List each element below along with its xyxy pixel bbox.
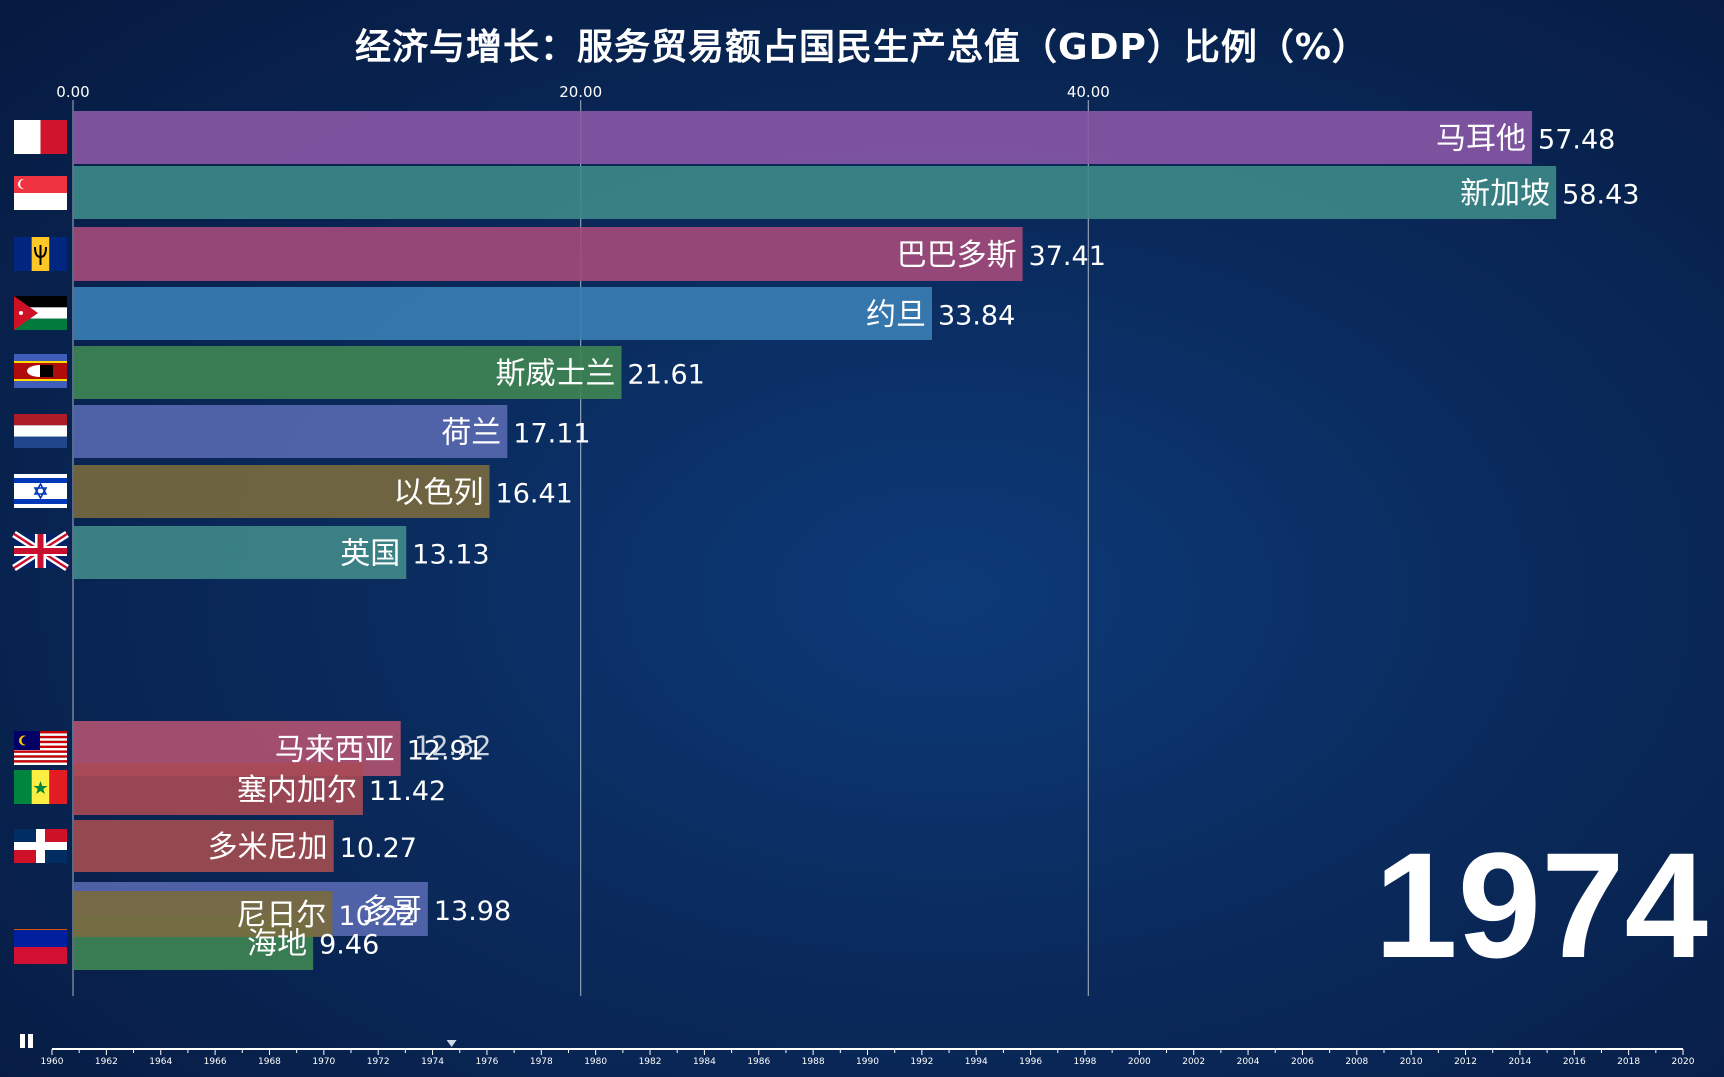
- timeline-year-label: 2018: [1617, 1057, 1640, 1067]
- malaysia-flag: [14, 731, 67, 765]
- timeline-year-label: 1994: [965, 1057, 988, 1067]
- bar-label: 以色列: [394, 476, 484, 511]
- flags-layer: [12, 120, 69, 964]
- value-label: 12.91: [407, 736, 484, 767]
- timeline-year-label: 1976: [475, 1057, 498, 1067]
- bar: [73, 346, 622, 399]
- value-label: 33.84: [938, 301, 1015, 332]
- bar-label: 海地: [247, 927, 307, 962]
- value-label: 37.41: [1029, 241, 1106, 272]
- timeline-year-label: 1980: [584, 1057, 607, 1067]
- bar-label: 约旦: [866, 298, 926, 333]
- value-label: 57.48: [1538, 125, 1615, 156]
- eswatini-flag: [14, 354, 67, 388]
- timeline-year-label: 2014: [1508, 1057, 1531, 1067]
- senegal-flag: [14, 770, 67, 804]
- timeline-year-label: 2008: [1345, 1057, 1368, 1067]
- timeline-year-label: 1984: [693, 1057, 716, 1067]
- israel-flag: [14, 474, 67, 508]
- bar-label: 马来西亚: [275, 733, 395, 768]
- bar-label: 马耳他: [1436, 122, 1526, 157]
- timeline-year-label: 1966: [204, 1057, 227, 1067]
- value-label: 12.32: [414, 731, 491, 762]
- netherlands-flag: [14, 414, 67, 448]
- bar: [73, 891, 333, 937]
- bar-label: 多米尼加: [208, 830, 328, 865]
- timeline-year-label: 2020: [1672, 1057, 1695, 1067]
- labels-layer: 马耳他 57.48 新加坡 58.43 巴巴多斯 37.41 约旦 33.84 斯威士兰 21.6…: [208, 122, 1640, 962]
- malta-flag: [14, 120, 67, 154]
- timeline: 1960 1962 1964 1966 1968 1970 1972 1974 1976 1978…: [41, 1040, 1695, 1067]
- bar: [73, 405, 508, 458]
- bar-label: 英国: [340, 537, 400, 572]
- bar-label: 巴巴多斯: [897, 238, 1017, 273]
- uk-flag: [12, 531, 69, 571]
- value-label: 17.11: [513, 419, 590, 450]
- jordan-flag: [14, 296, 67, 330]
- bar-label: 多哥: [362, 893, 422, 928]
- singapore-flag: [14, 176, 67, 210]
- timeline-year-label: 1962: [95, 1057, 118, 1067]
- bar: [73, 763, 363, 815]
- value-label: 13.98: [434, 896, 511, 927]
- timeline-year-label: 1982: [639, 1057, 662, 1067]
- bar: [73, 820, 334, 872]
- bar-label: 斯威士兰: [496, 357, 616, 392]
- value-label: 10.22: [338, 901, 415, 932]
- value-label: 10.27: [340, 833, 417, 864]
- bar-label: 荷兰: [441, 416, 501, 451]
- timeline-year-label: 2004: [1237, 1057, 1260, 1067]
- timeline-year-label: 1974: [421, 1057, 444, 1067]
- timeline-year-label: 2006: [1291, 1057, 1314, 1067]
- timeline-year-label: 1990: [856, 1057, 879, 1067]
- bar: [73, 227, 1023, 281]
- timeline-year-label: 1986: [747, 1057, 770, 1067]
- bar-label: 新加坡: [1460, 177, 1550, 212]
- bar-label: 尼日尔: [236, 898, 326, 933]
- timeline-year-label: 1996: [1019, 1057, 1042, 1067]
- value-label: 16.41: [496, 479, 573, 510]
- x-tick-label: 20.00: [559, 83, 602, 101]
- value-label: 11.42: [369, 776, 446, 807]
- timeline-year-label: 1988: [802, 1057, 825, 1067]
- value-label: 58.43: [1562, 180, 1639, 211]
- chart-title: 经济与增长：服务贸易额占国民生产总值（GDP）比例（%）: [355, 27, 1369, 68]
- x-tick-label: 40.00: [1067, 83, 1110, 101]
- barbados-flag: [14, 237, 67, 271]
- timeline-year-label: 1960: [41, 1057, 64, 1067]
- timeline-year-label: 1972: [367, 1057, 390, 1067]
- bar: [73, 111, 1533, 164]
- value-label: 13.13: [412, 540, 489, 571]
- bar: [73, 166, 1557, 219]
- value-label: 9.46: [319, 930, 379, 961]
- bar: [73, 465, 490, 518]
- timeline-year-label: 2016: [1563, 1057, 1586, 1067]
- haiti-flag: [14, 930, 67, 964]
- dominican-flag: [14, 829, 67, 863]
- timeline-year-label: 2010: [1400, 1057, 1423, 1067]
- year-label: 1974: [1374, 821, 1708, 989]
- bars-layer: [73, 111, 1557, 970]
- timeline-year-label: 1978: [530, 1057, 553, 1067]
- timeline-year-label: 1998: [1074, 1057, 1097, 1067]
- value-label: 21.61: [628, 360, 705, 391]
- timeline-year-label: 1964: [149, 1057, 172, 1067]
- timeline-year-label: 1970: [312, 1057, 335, 1067]
- bar: [73, 287, 932, 340]
- bar-label: 塞内加尔: [237, 773, 357, 808]
- timeline-year-label: 2000: [1128, 1057, 1151, 1067]
- timeline-year-label: 1968: [258, 1057, 281, 1067]
- pause-button[interactable]: [20, 1034, 36, 1050]
- timeline-year-label: 1992: [910, 1057, 933, 1067]
- bar: [73, 526, 407, 579]
- x-tick-label: 0.00: [56, 83, 89, 101]
- timeline-marker[interactable]: [446, 1040, 457, 1047]
- timeline-year-label: 2012: [1454, 1057, 1477, 1067]
- timeline-year-label: 2002: [1182, 1057, 1205, 1067]
